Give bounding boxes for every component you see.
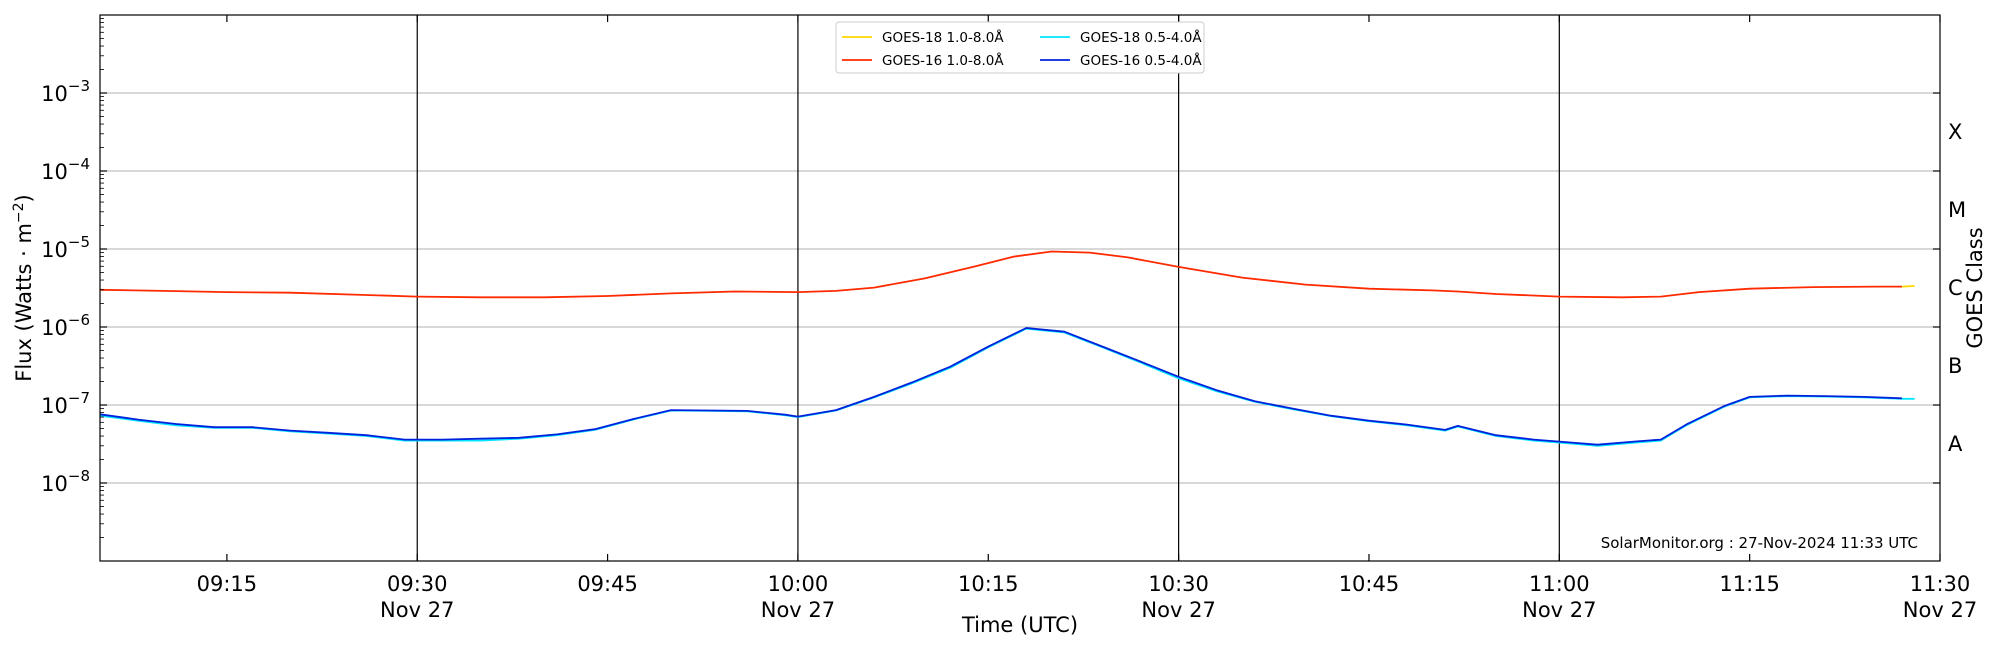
x-tick-date-label: Nov 27 [1141, 598, 1215, 622]
goes-class-label: C [1948, 276, 1963, 300]
x-tick-label: 09:45 [577, 572, 638, 596]
x-tick-label: 10:15 [958, 572, 1019, 596]
series-line-goes-18-1-0-8-0- [1901, 285, 1915, 288]
y-tick-label: 10−5 [41, 233, 90, 262]
y-tick-label: 10−8 [41, 467, 90, 496]
y-tick-label: 10−6 [41, 311, 90, 340]
x-tick-label: 11:15 [1719, 572, 1780, 596]
credit-text: SolarMonitor.org : 27-Nov-2024 11:33 UTC [1601, 534, 1918, 552]
legend-label: GOES-18 1.0-8.0Å [882, 29, 1004, 46]
legend-label: GOES-18 0.5-4.0Å [1080, 29, 1202, 46]
x-tick-label: 11:00 [1529, 572, 1590, 596]
x-tick-label: 10:00 [768, 572, 829, 596]
right-y-axis-label: GOES Class [1963, 227, 1987, 348]
x-axis-label: Time (UTC) [961, 613, 1078, 637]
series-line-goes-16-1-0-8-0- [99, 250, 1902, 299]
series-lines [99, 250, 1915, 447]
goes-class-label: M [1948, 198, 1966, 222]
x-tick-label: 09:30 [387, 572, 448, 596]
x-tick-date-label: Nov 27 [761, 598, 835, 622]
x-tick-label: 09:15 [197, 572, 258, 596]
x-tick-label: 10:30 [1148, 572, 1209, 596]
y-axis-label: Flux (Watts · m−2) [11, 194, 36, 382]
y-axis-ticks: 10−8 10−7 10−6 10−5 10−4 10−3 [41, 18, 1940, 538]
x-tick-date-label: Nov 27 [1522, 598, 1596, 622]
legend-box [835, 21, 1205, 74]
x-tick-date-label: Nov 27 [380, 598, 454, 622]
x-tick-label: 11:30 [1910, 572, 1971, 596]
series-line-goes-18-0-5-4-0- [99, 327, 1915, 447]
legend-label: GOES-16 1.0-8.0Å [882, 52, 1004, 69]
goes-class-label: A [1948, 432, 1963, 456]
y-tick-label: 10−3 [41, 77, 90, 106]
series-line-goes-16-0-5-4-0- [99, 327, 1902, 446]
grid [100, 92, 1940, 484]
legend-label: GOES-16 0.5-4.0Å [1080, 52, 1202, 69]
y-tick-label: 10−4 [41, 155, 90, 184]
x-tick-label: 10:45 [1339, 572, 1400, 596]
vertical-marker-lines [416, 15, 1560, 561]
goes-class-labels: A B C M X [1948, 120, 1966, 456]
plot-frame [99, 14, 1941, 562]
goes-class-label: X [1948, 120, 1962, 144]
x-tick-date-label: Nov 27 [1903, 598, 1977, 622]
legend: GOES-18 1.0-8.0Å GOES-16 1.0-8.0Å GOES-18 … [835, 21, 1205, 74]
y-tick-label: 10−7 [41, 389, 90, 418]
goes-class-label: B [1948, 354, 1962, 378]
